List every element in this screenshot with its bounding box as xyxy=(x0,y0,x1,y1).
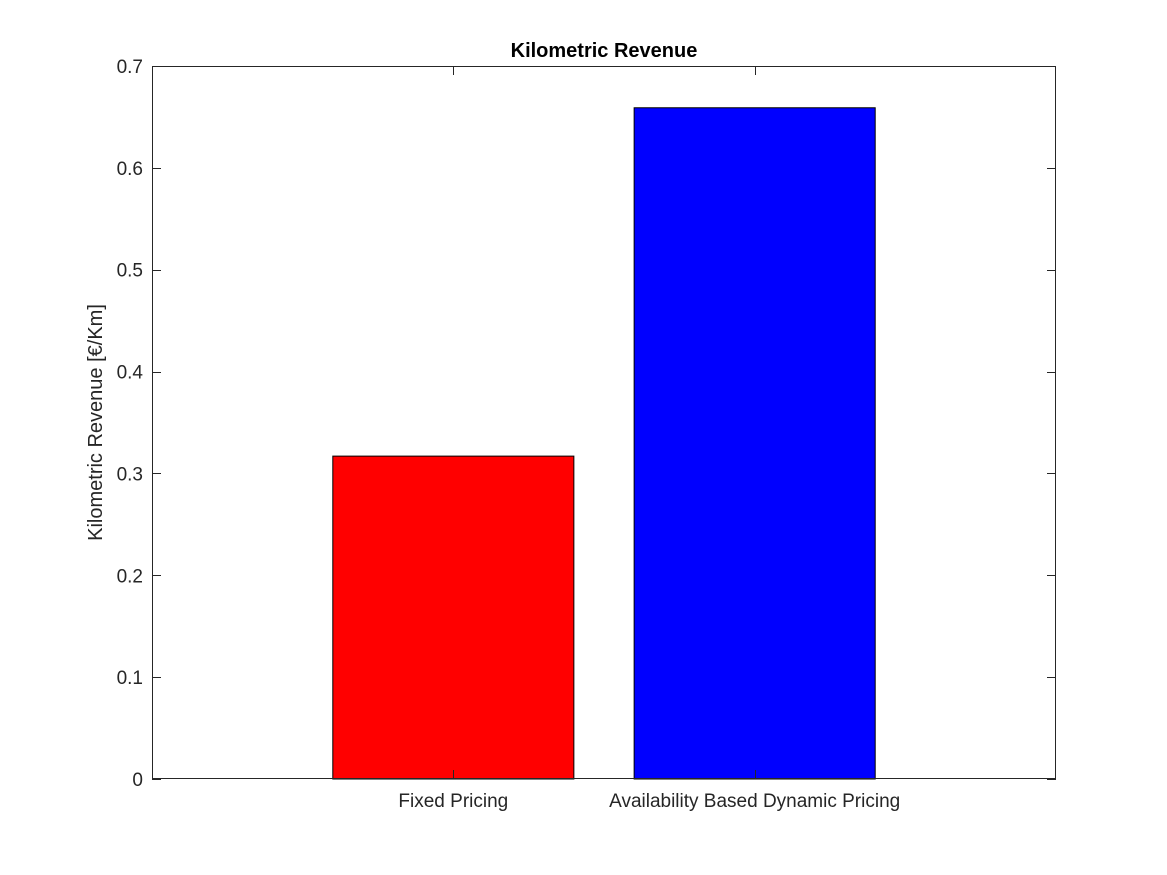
tick-labels-group: 0 0.1 0.2 0.3 0.4 0.5 0.6 0.7 Fixed Pricing Avail… xyxy=(117,57,901,812)
y-axis-label: Kilometric Revenue [€/Km] xyxy=(85,304,107,541)
y-tick-label: 0.6 xyxy=(117,159,143,180)
bars-group xyxy=(332,107,876,780)
axes-frame xyxy=(152,66,1056,779)
y-tick-label: 0.5 xyxy=(117,261,143,282)
ticks-group xyxy=(152,66,1056,780)
plot-area xyxy=(152,66,1056,779)
chart-title: Kilometric Revenue xyxy=(511,40,698,62)
y-tick-label: 0.1 xyxy=(117,668,143,689)
bar-2 xyxy=(633,107,876,780)
x-tick-label: Availability Based Dynamic Pricing xyxy=(609,791,900,812)
y-tick-label: 0 xyxy=(132,770,143,791)
y-tick-label: 0.2 xyxy=(117,566,143,587)
bar-1 xyxy=(332,455,575,780)
y-tick-label: 0.4 xyxy=(117,363,144,384)
y-tick-label: 0.3 xyxy=(117,464,143,485)
x-tick-label: Fixed Pricing xyxy=(398,791,508,812)
y-tick-label: 0.7 xyxy=(117,57,143,78)
